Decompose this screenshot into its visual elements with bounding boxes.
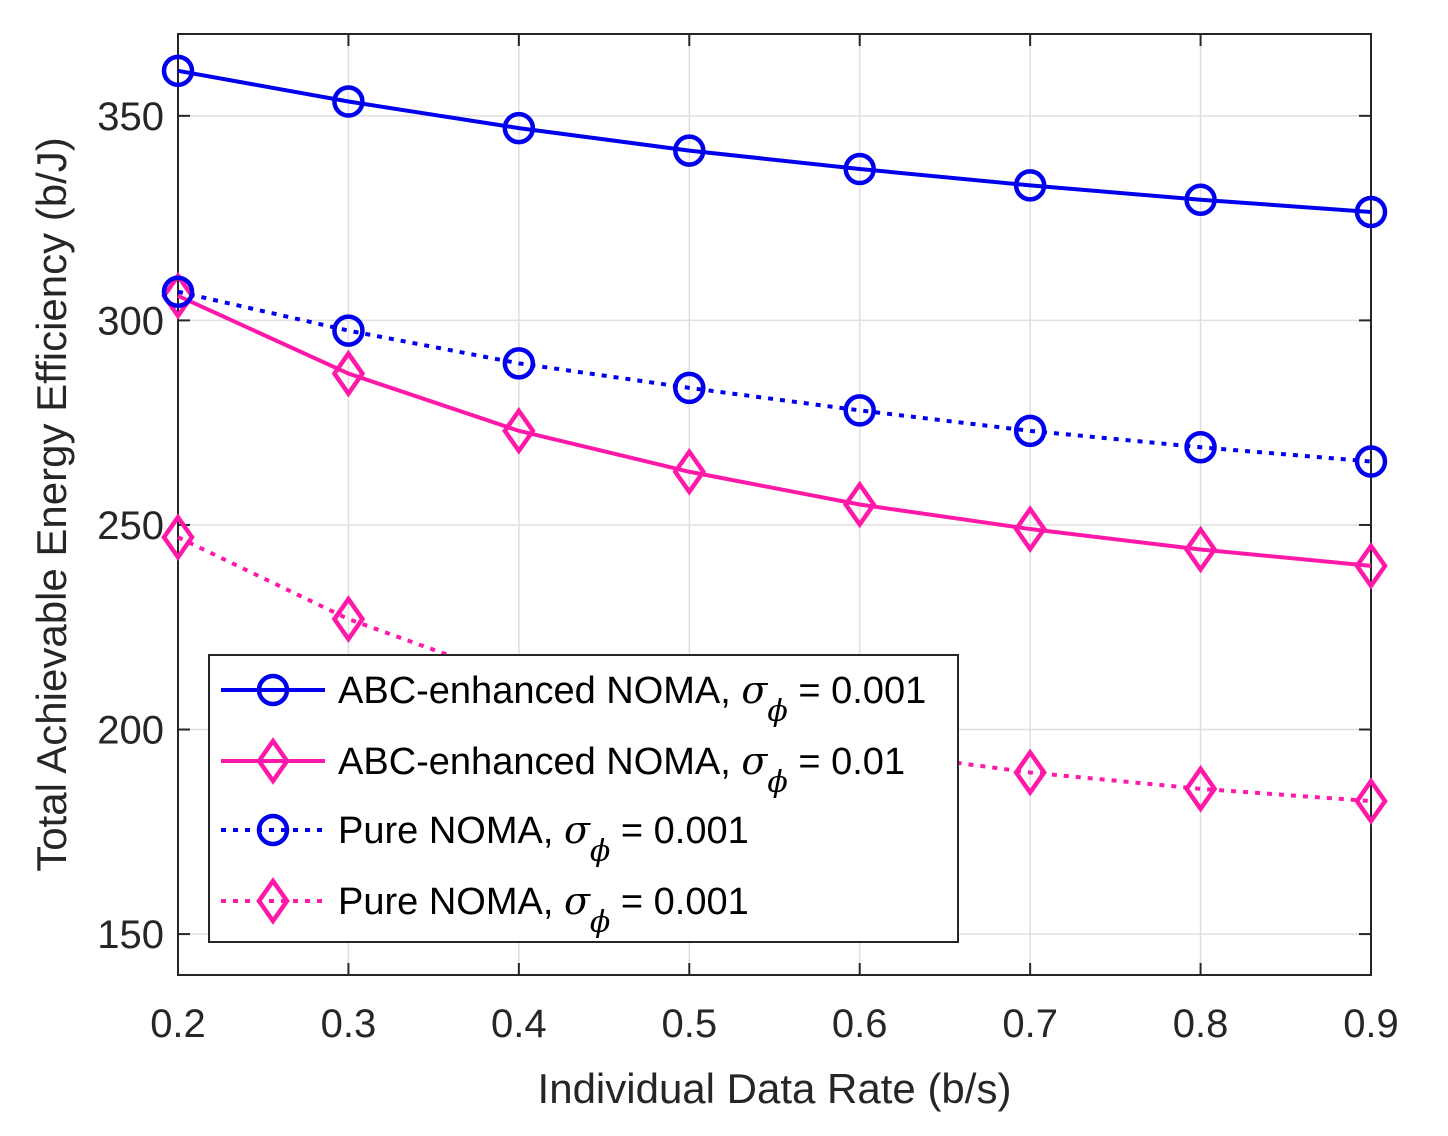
legend-marker <box>256 673 290 707</box>
plot-frame <box>177 33 1372 976</box>
data-point <box>1183 525 1218 574</box>
legend-marker <box>256 877 290 925</box>
data-point <box>673 134 706 167</box>
data-point <box>502 406 536 455</box>
y-tick-label: 300 <box>97 299 164 343</box>
series-layer <box>161 54 1388 826</box>
data-point <box>672 447 707 496</box>
legend-marker <box>256 813 290 847</box>
data-point <box>1184 183 1217 216</box>
x-tick-label: 0.4 <box>491 1002 547 1046</box>
legend-item: ABC-enhanced NOMA, σϕ = 0.01 <box>221 737 905 800</box>
legend-item: Pure NOMA, σϕ = 0.001 <box>221 877 749 940</box>
series-line <box>177 535 1372 804</box>
data-point <box>843 152 876 186</box>
y-tick-label: 150 <box>97 913 164 957</box>
y-tick-label: 200 <box>97 709 164 753</box>
x-tick-label: 0.2 <box>150 1002 206 1046</box>
data-point <box>332 314 365 347</box>
x-tick-label: 0.5 <box>661 1002 717 1046</box>
data-point <box>842 480 877 529</box>
x-tick-label: 0.9 <box>1343 1002 1399 1046</box>
data-point <box>331 349 366 398</box>
data-point <box>1354 777 1388 826</box>
data-point <box>502 111 536 145</box>
x-tick-label: 0.3 <box>321 1002 377 1046</box>
series-3 <box>161 275 1388 478</box>
legend-item: Pure NOMA, σϕ = 0.001 <box>221 808 749 869</box>
data-point <box>1013 505 1047 553</box>
data-point <box>161 513 195 562</box>
y-tick-label: 350 <box>97 95 164 139</box>
data-point <box>673 371 706 405</box>
legend-label: ABC-enhanced NOMA, σϕ = 0.001 <box>338 668 926 729</box>
legend-marker <box>256 737 290 785</box>
data-point <box>1184 430 1217 464</box>
y-axis-label: Total Achievable Energy Efficiency (b/J) <box>28 137 75 872</box>
x-tick-label: 0.8 <box>1173 1002 1229 1046</box>
x-tick-label: 0.6 <box>832 1002 888 1046</box>
series-2 <box>161 271 1388 590</box>
x-tick-label: 0.7 <box>1002 1002 1058 1046</box>
legend-label: ABC-enhanced NOMA, σϕ = 0.01 <box>338 739 905 800</box>
x-axis-label: Individual Data Rate (b/s) <box>538 1065 1012 1112</box>
series-line <box>177 294 1372 568</box>
data-point <box>161 54 195 88</box>
data-point <box>332 85 365 118</box>
series-line <box>177 68 1372 214</box>
data-point <box>1013 414 1047 448</box>
legend-item: ABC-enhanced NOMA, σϕ = 0.001 <box>221 668 926 729</box>
data-point <box>1354 445 1388 478</box>
legend: ABC-enhanced NOMA, σϕ = 0.001 ABC-enhance… <box>208 654 959 943</box>
data-point <box>1013 748 1047 797</box>
data-point <box>1183 764 1218 813</box>
data-point <box>843 394 876 427</box>
data-point <box>161 275 195 309</box>
legend-box <box>208 654 959 943</box>
legend-label: Pure NOMA, σϕ = 0.001 <box>338 808 749 869</box>
y-tick-label: 250 <box>97 504 164 548</box>
data-point <box>161 271 195 320</box>
data-point <box>1354 541 1388 590</box>
series-1 <box>161 54 1388 229</box>
data-point <box>331 595 366 643</box>
data-point <box>1354 195 1388 229</box>
ticks: 0.2 0.3 0.4 0.5 0.6 0.7 0.8 0.9 150 200 250 300 350 <box>97 34 1399 1046</box>
legend-label: Pure NOMA, σϕ = 0.001 <box>338 879 749 940</box>
data-point <box>1013 169 1047 202</box>
data-point <box>502 347 536 380</box>
